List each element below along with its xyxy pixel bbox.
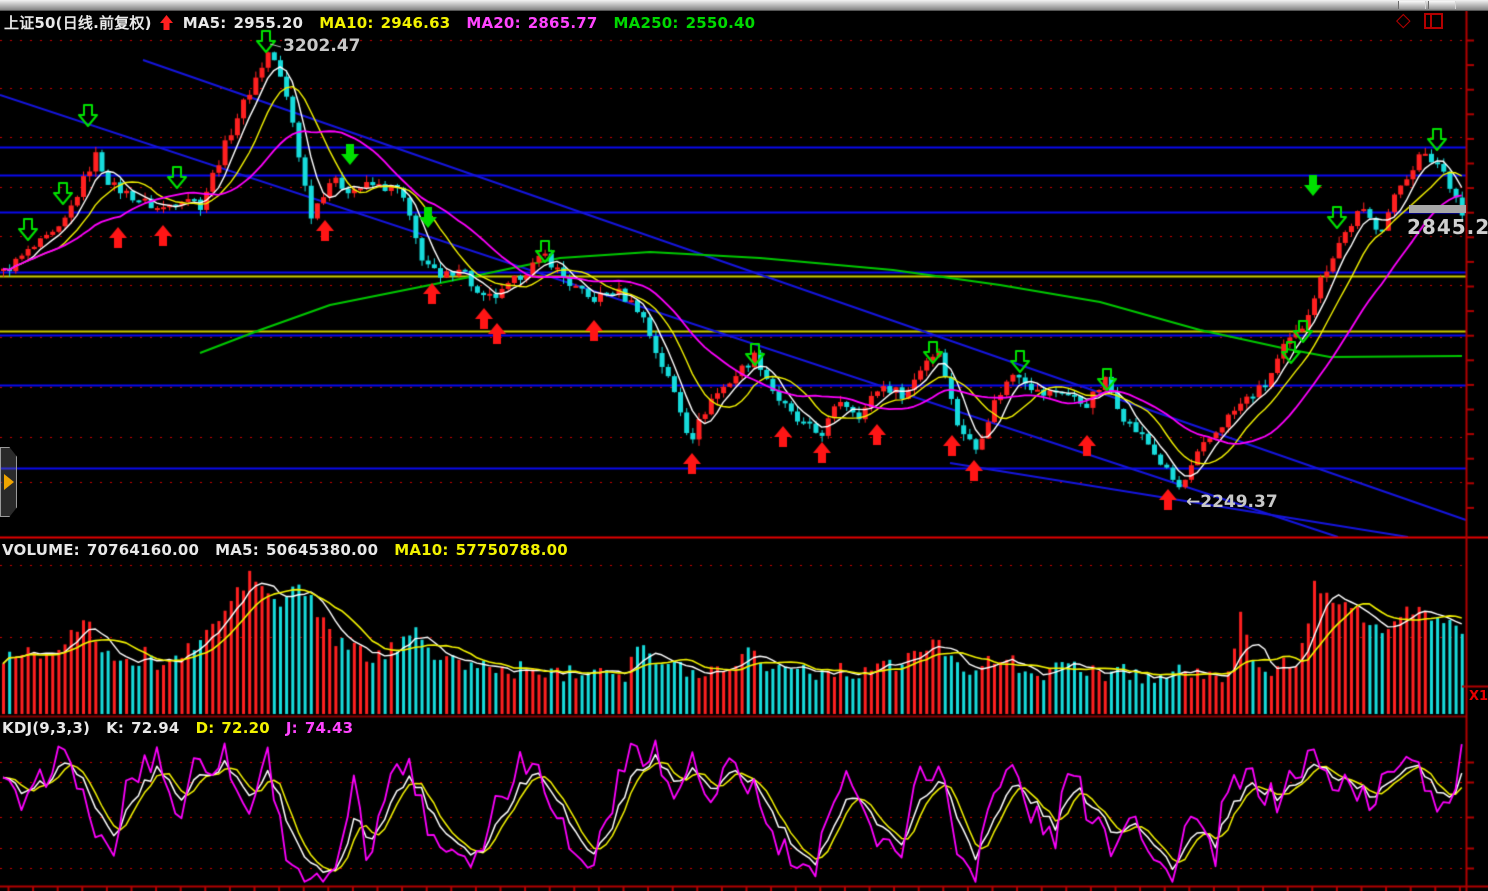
kdj-k-legend: K: 72.94 [106, 719, 179, 737]
ma250-label: MA250: [613, 14, 679, 32]
volume-pane-header: VOLUME: 70764160.00 MA5: 50645380.00 MA10: 57… [2, 541, 584, 559]
ma10-value: 2946.63 [380, 14, 451, 32]
volume-ma10-label: MA10: [394, 541, 449, 559]
ma20-label: MA20: [466, 14, 521, 32]
last-price-label: 2845.2 [1407, 215, 1488, 239]
diamond-icon[interactable]: ◇ [1396, 9, 1411, 31]
last-price-marker [1409, 205, 1466, 213]
panes-icon-divider [1426, 15, 1432, 27]
volume-ma5-value: 50645380.00 [265, 541, 379, 559]
volume-ma5-legend: MA5: 50645380.00 [215, 541, 378, 559]
ma10-legend: MA10: 2946.63 [319, 14, 450, 32]
ma5-legend: MA5: 2955.20 [183, 14, 304, 32]
ma20-legend: MA20: 2865.77 [466, 14, 597, 32]
volume-scale-label: X1 [1469, 689, 1488, 704]
kdj-k-label: K: [106, 719, 125, 737]
volume-label: VOLUME: [2, 541, 80, 559]
panes-icon[interactable] [1424, 13, 1443, 29]
volume-legend: VOLUME: 70764160.00 [2, 541, 199, 559]
ma5-value: 2955.20 [233, 14, 304, 32]
kdj-k-value: 72.94 [131, 719, 180, 737]
titlebar-button[interactable] [1398, 1, 1426, 9]
volume-value: 70764160.00 [86, 541, 200, 559]
ma250-legend: MA250: 2550.40 [614, 14, 756, 32]
kdj-j-value: 74.43 [304, 719, 354, 737]
kdj-pane-header: KDJ(9,3,3) K: 72.94 D: 72.20 J: 74.43 [2, 719, 369, 737]
kdj-d-value: 72.20 [221, 719, 270, 737]
low-price-label: ←2249.37 [1186, 492, 1278, 512]
kdj-title: KDJ(9,3,3) [2, 719, 91, 737]
ma250-value: 2550.40 [685, 14, 756, 32]
ma10-label: MA10: [319, 14, 374, 32]
kdj-j-legend: J: 74.43 [286, 719, 353, 737]
ma20-value: 2865.77 [527, 14, 598, 32]
volume-ma10-legend: MA10: 57750788.00 [394, 541, 568, 559]
volume-ma10-value: 57750788.00 [455, 541, 568, 559]
ma5-label: MA5: [182, 14, 227, 32]
expand-arrow-icon [4, 474, 14, 490]
titlebar-button[interactable] [1428, 1, 1456, 9]
volume-ma5-label: MA5: [215, 541, 259, 559]
peak-price-label: 3202.47 [283, 36, 361, 56]
main-pane-header: 上证50(日线.前复权) MA5: 2955.20 MA10: 2946.63 MA20:… [4, 12, 771, 34]
kdj-j-label: J: [285, 719, 298, 737]
symbol-title: 上证50(日线.前复权) [4, 14, 152, 32]
kdj-d-label: D: [195, 719, 215, 737]
window-top-strip [0, 0, 1488, 11]
sidebar-collapse-tab[interactable] [0, 447, 17, 517]
up-arrow-icon [159, 15, 173, 34]
kdj-d-legend: D: 72.20 [196, 719, 270, 737]
